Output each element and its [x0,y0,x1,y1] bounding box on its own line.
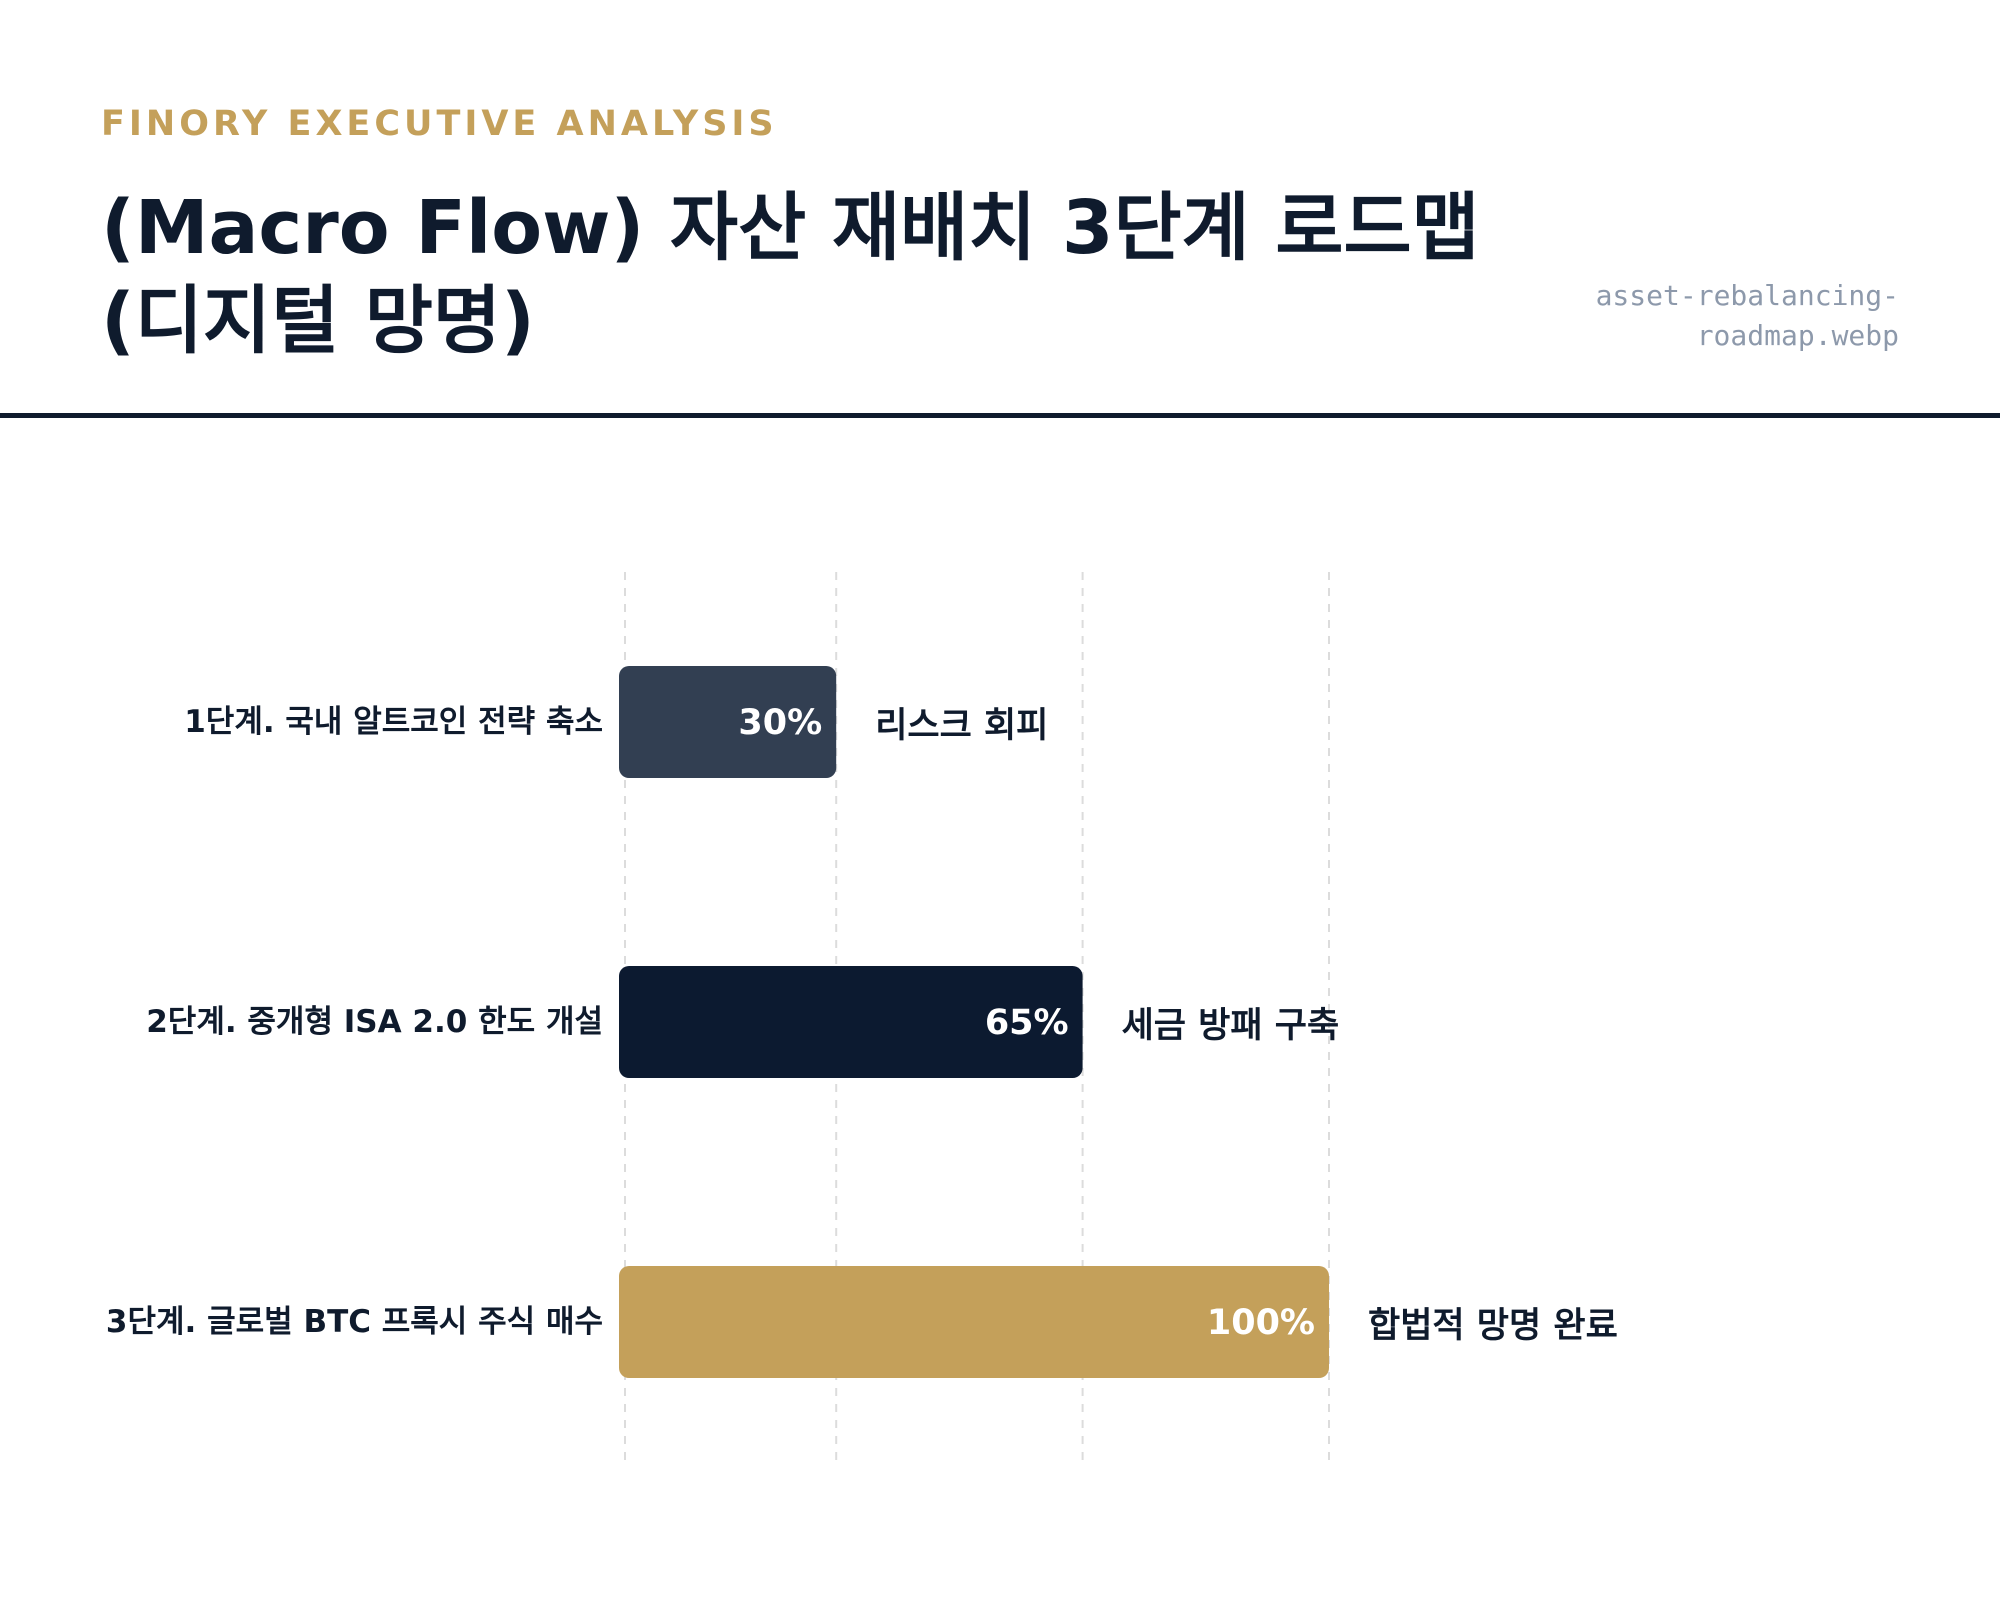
bar-stage-3 [619,1266,1329,1378]
roadmap-bar-chart: 30% 65% 100% 1단계. 국내 알트코인 전략 축소 리스크 회피 2단계. … [0,418,2000,1622]
bar-stage-1 [619,666,837,778]
bar-annotation: 리스크 회피 [875,705,1049,746]
file-name-label: asset-rebalancing-roadmap.webp [1595,279,1899,352]
bar-annotation: 합법적 망명 완료 [1368,1305,1618,1346]
category-label: 3단계. 글로벌 BTC 프록시 주식 매수 [105,1304,603,1340]
report-eyebrow: FINORY EXECUTIVE ANALYSIS [101,104,778,144]
report-header: FINORY EXECUTIVE ANALYSIS (Macro Flow) 자… [0,0,2000,418]
bar-annotation: 세금 방패 구축 [1121,1005,1340,1046]
bar-stage-2 [619,966,1083,1078]
bar-value-label: 65% [985,1003,1069,1043]
chart-canvas: 30% 65% 100% [619,572,1330,1466]
category-label: 2단계. 중개형 ISA 2.0 한도 개설 [146,1004,603,1040]
bar-value-label: 30% [738,703,822,743]
bar-value-label: 100% [1207,1303,1315,1343]
category-label: 1단계. 국내 알트코인 전략 축소 [184,704,603,740]
page-title: (Macro Flow) 자산 재배치 3단계 로드맵 (디지털 망명) [101,185,1480,364]
